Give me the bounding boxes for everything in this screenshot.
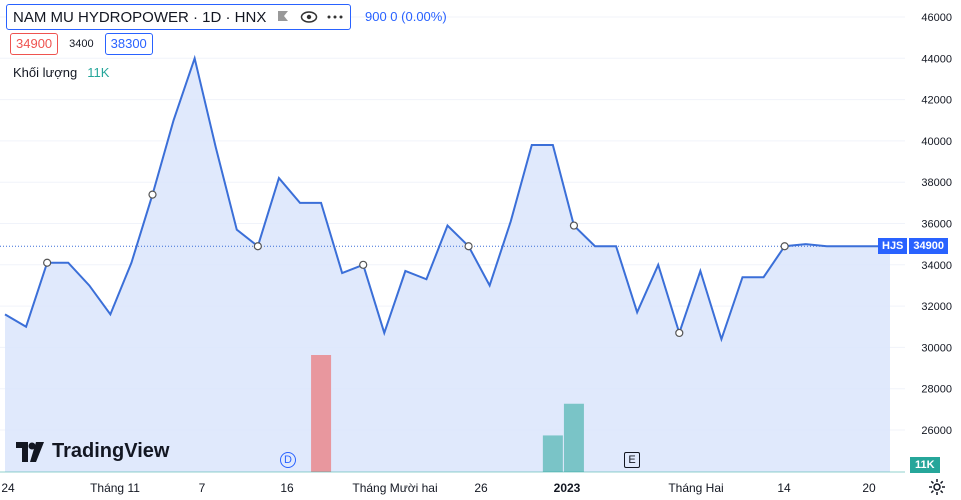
symbol-tag: HJS <box>878 238 908 254</box>
price-area <box>5 58 890 473</box>
volume-bar <box>542 435 563 472</box>
event-point <box>253 242 262 251</box>
event-point <box>569 221 579 230</box>
y-tick-label: 42000 <box>921 95 952 107</box>
last-price-value: 34900 <box>909 238 948 254</box>
x-tick-label: 7 <box>199 481 206 495</box>
y-tick-label: 28000 <box>921 384 952 396</box>
volume-value: 11K <box>87 65 110 80</box>
volume-label: Khối lượng <box>13 65 78 80</box>
event-point <box>148 190 157 199</box>
high-value: 38300 <box>104 33 153 55</box>
x-tick-label: 26 <box>474 481 488 495</box>
y-tick-label: 44000 <box>921 53 952 65</box>
y-axis: 26000 28000 30000 32000 34000 36000 38000 40000… <box>921 12 952 437</box>
earnings-marker[interactable]: E <box>624 452 640 468</box>
low-value: 34900 <box>10 33 59 55</box>
y-tick-label: 26000 <box>921 425 952 437</box>
eye-icon[interactable] <box>300 8 318 26</box>
event-point <box>675 328 684 338</box>
mid-value: 3400 <box>69 38 94 50</box>
y-tick-label: 32000 <box>921 301 952 313</box>
gear-icon[interactable] <box>928 478 946 496</box>
x-tick-label: 16 <box>280 481 294 495</box>
x-tick-label: 24 <box>1 481 15 495</box>
dividend-marker[interactable]: D <box>280 452 296 468</box>
logo-text: TradingView <box>52 440 170 462</box>
volume-bar <box>563 403 584 472</box>
symbol-legend[interactable]: NAM MU HYDROPOWER · 1D · HNX <box>6 4 352 30</box>
event-point <box>464 242 473 251</box>
symbol-title[interactable]: NAM MU HYDROPOWER · 1D · HNX <box>13 8 267 26</box>
x-axis: 24 Tháng 11 7 16 Tháng Mười hai 26 2023 Tháng H… <box>1 481 876 495</box>
event-point <box>359 260 368 269</box>
y-tick-label: 34000 <box>921 260 952 272</box>
ohlc-row: 34900 3400 38300 <box>10 33 153 55</box>
y-tick-label: 40000 <box>921 136 952 148</box>
event-point <box>43 258 52 267</box>
volume-legend[interactable]: Khối lượng 11K <box>13 65 109 80</box>
x-tick-label: 2023 <box>554 481 581 495</box>
volume-tag: 11K <box>910 457 940 473</box>
price-change: 900 0 (0.00%) <box>365 9 447 24</box>
flag-icon[interactable] <box>274 8 292 26</box>
y-tick-label: 38000 <box>921 177 952 189</box>
last-price-tag: HJS 34900 <box>878 238 948 254</box>
tradingview-logo-icon <box>16 441 44 462</box>
volume-bar <box>311 355 332 472</box>
tradingview-logo[interactable]: TradingView <box>16 440 169 463</box>
more-icon[interactable] <box>326 8 344 26</box>
y-tick-label: 36000 <box>921 219 952 231</box>
event-point <box>780 242 789 251</box>
volume-bars <box>0 355 905 473</box>
x-tick-label: Tháng Mười hai <box>352 481 437 495</box>
x-tick-label: 14 <box>777 481 791 495</box>
x-tick-label: 20 <box>862 481 876 495</box>
y-tick-label: 30000 <box>921 342 952 354</box>
price-markers <box>43 190 789 338</box>
y-tick-label: 46000 <box>921 12 952 24</box>
x-tick-label: Tháng Hai <box>668 481 723 495</box>
x-tick-label: Tháng 11 <box>90 481 140 495</box>
